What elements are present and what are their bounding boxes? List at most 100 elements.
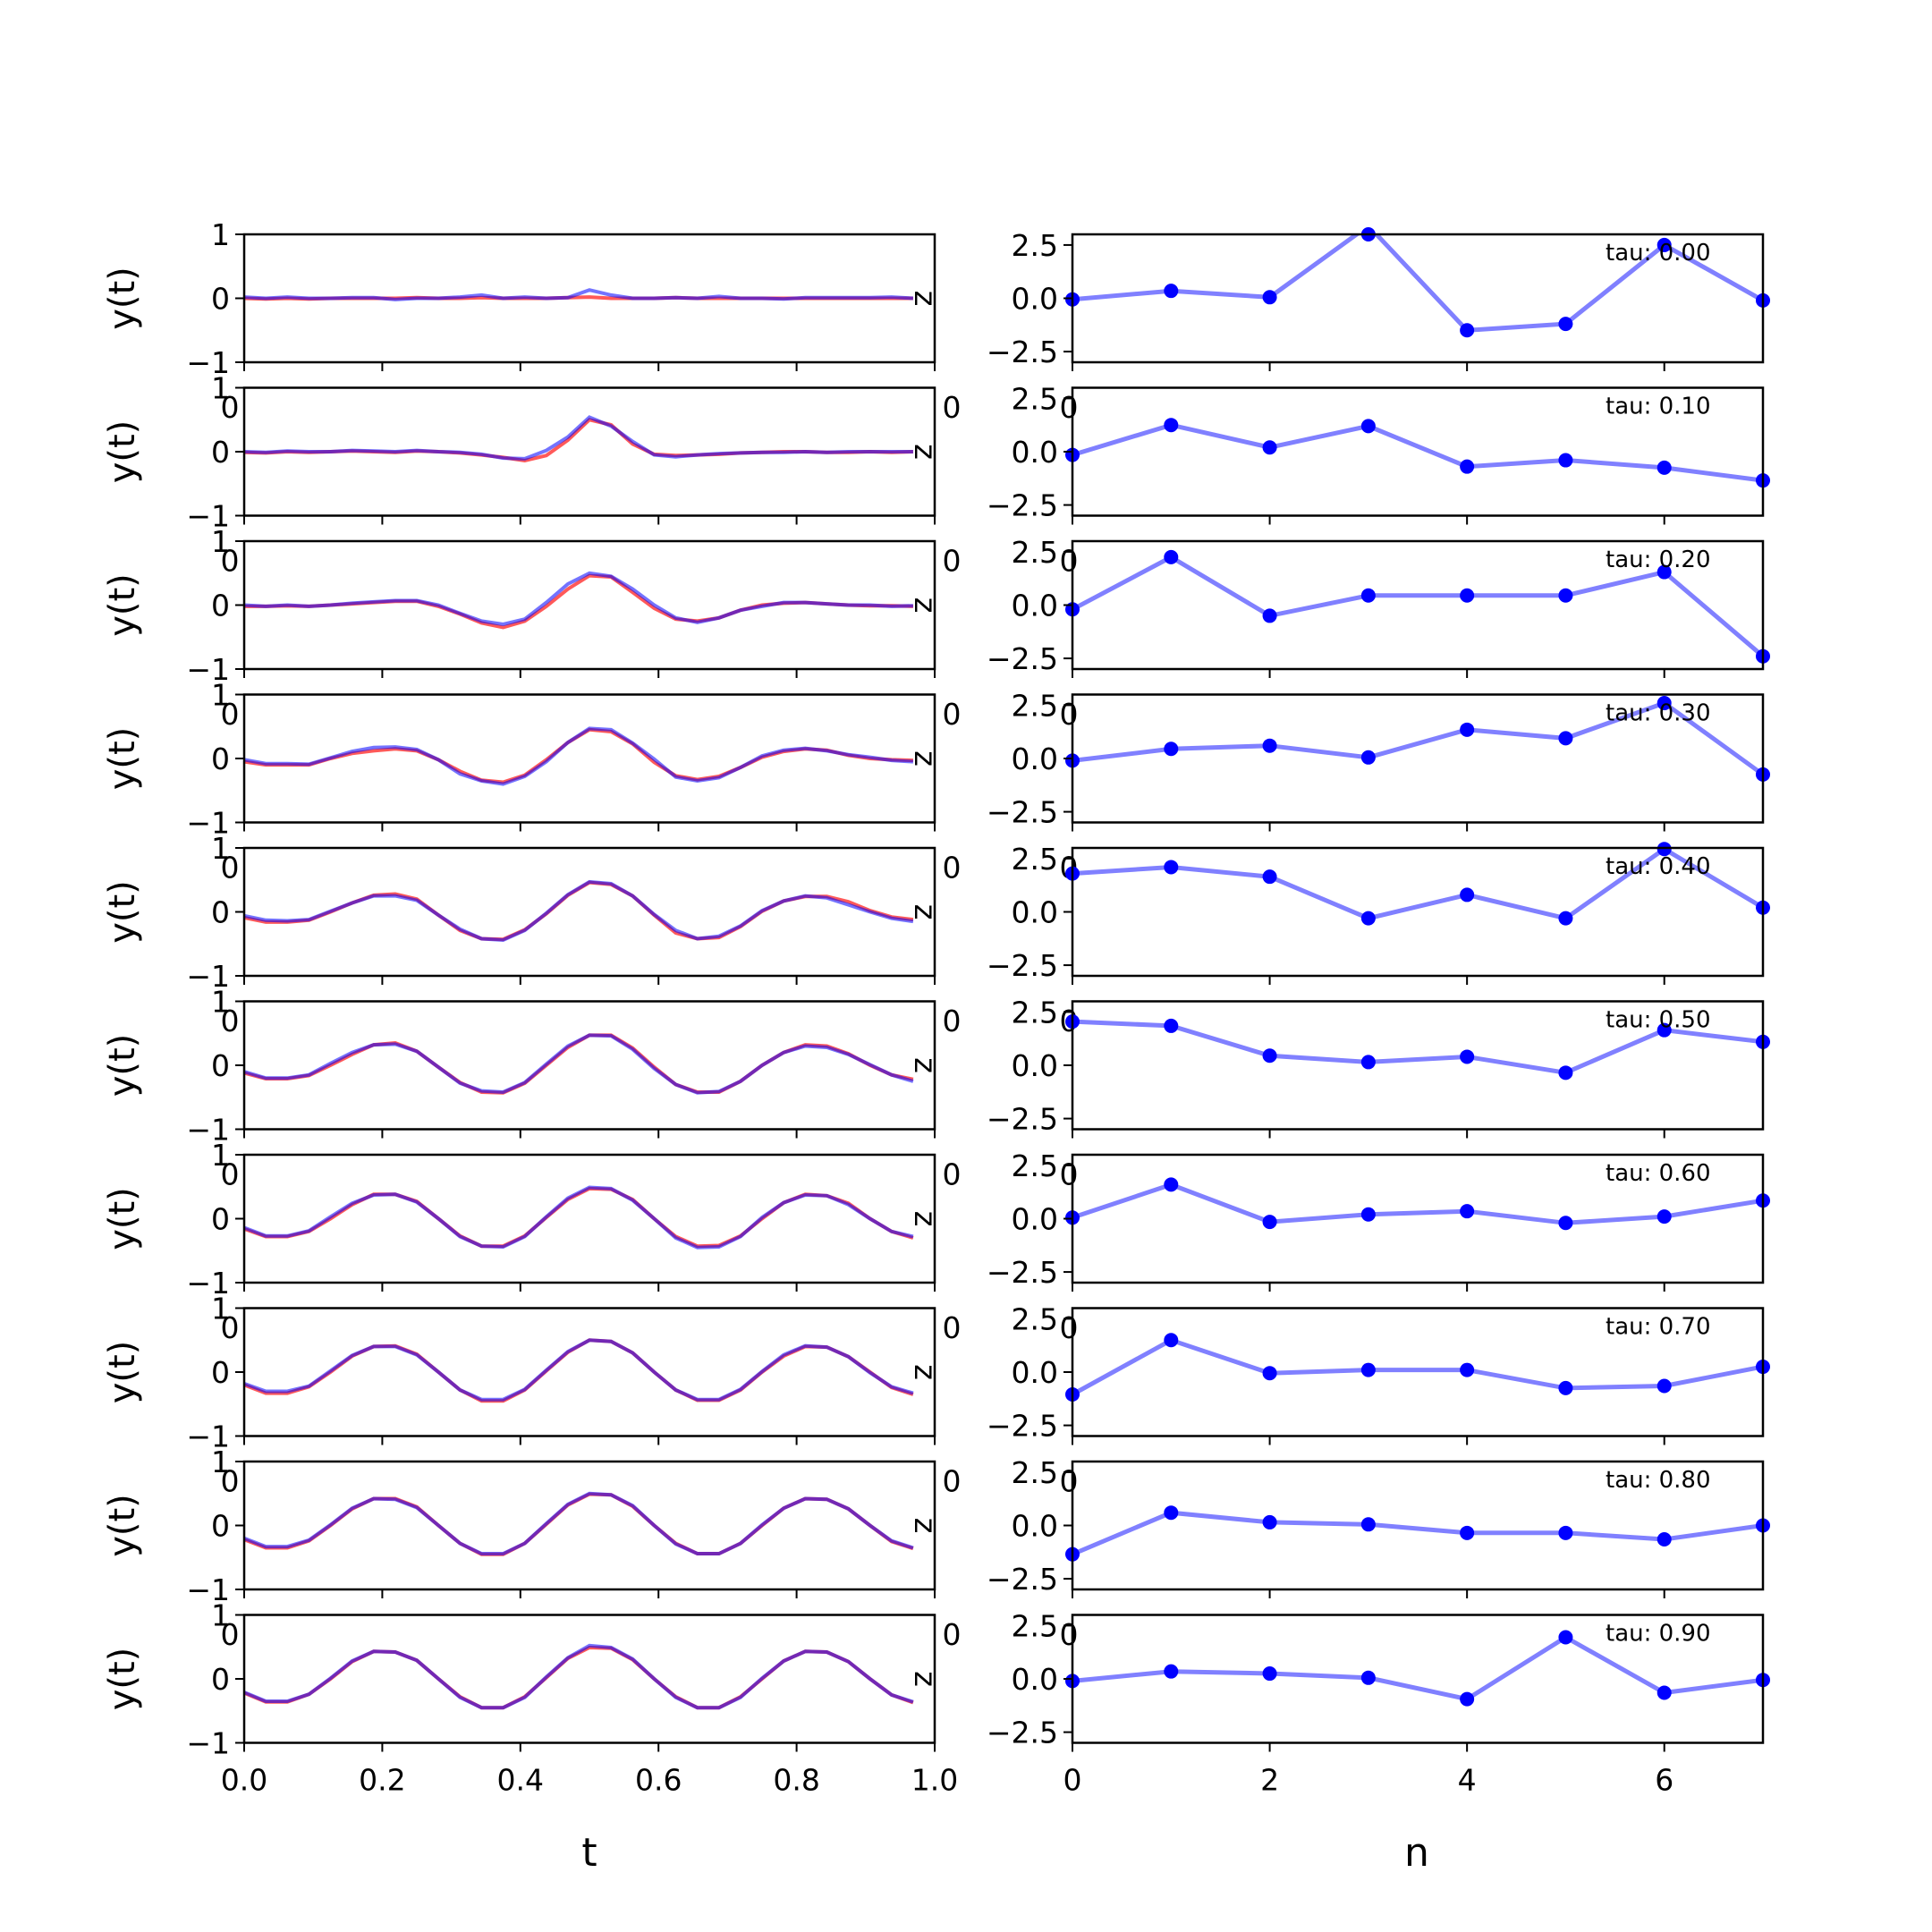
blue-series-line [244, 1033, 914, 1095]
right-y-tick-label: 2.5 [1012, 381, 1058, 416]
tau-annotation: tau: 0.00 [1606, 240, 1711, 267]
left-y-tick-label: 0 [211, 435, 230, 470]
right-y-tick-label: 0.0 [1012, 435, 1058, 470]
left-x-tick-label: 0.0 [221, 1763, 267, 1798]
right-y-tick-label: 0.0 [1012, 1509, 1058, 1544]
overlapping-tick-label: 0 [943, 1617, 962, 1652]
coefficient-marker [1262, 440, 1277, 455]
right-y-tick-label: 2.5 [1012, 228, 1058, 263]
left-x-tick-label: 0.2 [359, 1763, 405, 1798]
right-y-tick-label: 2.5 [1012, 1608, 1058, 1643]
overlapping-tick-label: 0 [943, 1310, 962, 1345]
left-y-tick-label: 0 [211, 1048, 230, 1083]
right-y-tick-label: −2.5 [987, 795, 1058, 830]
coefficient-marker [1657, 1022, 1672, 1038]
left-panel-1: 10−10 0 0y(t) z [102, 371, 1079, 579]
left-x-tick-label: 1.0 [911, 1763, 958, 1798]
right-panel-5: 2.5 0.0 −2.5 tau: 0.50 [987, 995, 1770, 1139]
left-y-tick-label: 1 [211, 1598, 230, 1633]
coefficient-marker [1657, 1685, 1672, 1700]
right-y-tick-label: 2.5 [1012, 1301, 1058, 1336]
left-panel-9: 10−10.0 0.2 0.4 0.6 0.8 1.0y(t) z [102, 1598, 958, 1798]
left-y-axis-label: y(t) [102, 573, 143, 637]
coefficient-marker [1164, 860, 1179, 875]
overlapping-tick-label: 0 [221, 851, 240, 886]
coefficient-marker [1558, 1065, 1573, 1080]
right-column-panels: 2.5 0.0 −2.5 tau: 0.00 2.5 0.0 −2.5 tau: 0.10 2.… [987, 227, 1770, 1798]
tau-annotation: tau: 0.10 [1606, 394, 1711, 420]
left-y-tick-label: 0 [211, 1662, 230, 1697]
left-y-tick-label: 1 [211, 831, 230, 866]
right-y-tick-label: −2.5 [987, 948, 1058, 983]
left-y-tick-label: 0 [211, 741, 230, 776]
coefficient-marker [1164, 1177, 1179, 1192]
overlapping-tick-label: 0 [1060, 1617, 1079, 1652]
coefficient-marker [1360, 750, 1376, 765]
tau-annotation: tau: 0.40 [1606, 853, 1711, 880]
overlapping-tick-label: 0 [1060, 390, 1079, 425]
overlapping-tick-label: 0 [221, 1004, 240, 1038]
coefficient-marker [1360, 588, 1376, 603]
coefficient-line [1072, 1337, 1763, 1397]
coefficient-marker [1558, 911, 1573, 926]
coefficient-line [1072, 848, 1763, 921]
coefficient-marker [1460, 887, 1475, 902]
overlapping-tick-label: 0 [221, 1464, 240, 1499]
left-y-tick-label: 0 [211, 1202, 230, 1237]
right-y-tick-label: 0.0 [1012, 1662, 1058, 1697]
coefficient-marker [1262, 869, 1277, 885]
coefficient-marker [1360, 1362, 1376, 1377]
coefficient-marker [1460, 1691, 1475, 1707]
left-y-axis-label: y(t) [102, 420, 143, 484]
left-y-axis-label: y(t) [102, 267, 143, 330]
left-y-tick-label: 1 [211, 1445, 230, 1479]
right-panel-7: 2.5 0.0 −2.5 tau: 0.70 [987, 1301, 1770, 1445]
coefficient-marker [1262, 1514, 1277, 1530]
left-y-axis-label: y(t) [102, 1341, 143, 1404]
left-y-tick-label: −1 [186, 345, 230, 380]
overlapping-tick-label: 0 [943, 390, 962, 425]
coefficient-line [1072, 555, 1763, 658]
coefficient-line [1072, 1634, 1763, 1702]
left-y-tick-label: 0 [211, 1509, 230, 1544]
coefficient-line [1072, 422, 1763, 483]
overlapping-tick-label: 0 [221, 544, 240, 579]
coefficient-marker [1558, 317, 1573, 332]
right-x-tick-label: 2 [1260, 1763, 1279, 1798]
coefficient-marker [1262, 738, 1277, 753]
right-y-tick-label: 0.0 [1012, 1202, 1058, 1237]
coefficient-line [1072, 1182, 1763, 1225]
right-y-tick-label: −2.5 [987, 488, 1058, 523]
coefficient-marker [1460, 1362, 1475, 1377]
right-y-tick-label: 0.0 [1012, 895, 1058, 930]
left-y-tick-label: 0 [211, 589, 230, 623]
left-y-tick-label: −1 [186, 959, 230, 994]
right-panel-2: 2.5 0.0 −2.5 tau: 0.20 [987, 535, 1770, 678]
right-y-tick-label: 2.5 [1012, 1148, 1058, 1183]
left-y-tick-label: −1 [186, 1572, 230, 1607]
right-panel-6: 2.5 0.0 −2.5 tau: 0.60 [987, 1148, 1770, 1292]
right-x-tick-label: 6 [1655, 1763, 1674, 1798]
overlapping-tick-label: 0 [943, 544, 962, 579]
z-axis-label: z [907, 1364, 943, 1380]
coefficient-marker [1164, 1018, 1179, 1033]
overlapping-tick-label: 0 [221, 390, 240, 425]
tau-annotation: tau: 0.30 [1606, 700, 1711, 727]
left-y-tick-label: 1 [211, 1138, 230, 1173]
right-y-tick-label: 2.5 [1012, 535, 1058, 570]
overlapping-tick-label: 0 [1060, 1464, 1079, 1499]
overlapping-tick-label: 0 [943, 697, 962, 732]
left-y-tick-label: −1 [186, 1266, 230, 1301]
left-y-tick-label: 1 [211, 371, 230, 406]
right-panel-4: 2.5 0.0 −2.5 tau: 0.40 [987, 842, 1770, 985]
coefficient-marker [1657, 1378, 1672, 1394]
coefficient-line [1072, 1510, 1763, 1557]
right-y-tick-label: 0.0 [1012, 282, 1058, 317]
coefficient-marker [1558, 1380, 1573, 1395]
right-x-tick-label: 4 [1458, 1763, 1477, 1798]
left-x-tick-label: 0.4 [497, 1763, 544, 1798]
coefficient-marker [1262, 290, 1277, 305]
blue-series-line [244, 1338, 914, 1402]
